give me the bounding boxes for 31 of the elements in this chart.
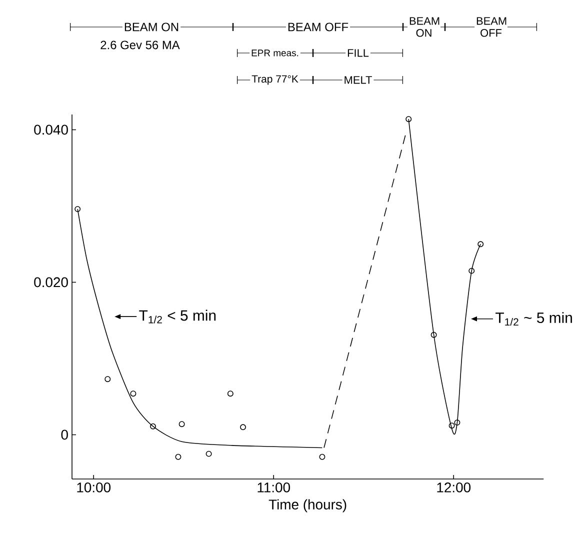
point <box>227 390 234 397</box>
text: 2.6 Gev 56 MA <box>100 40 180 50</box>
point <box>454 420 460 426</box>
text: Trap 77°K <box>252 75 298 85</box>
text: BEAM ON <box>124 22 178 32</box>
text: BEAM ON <box>410 17 440 37</box>
point <box>150 423 156 430</box>
point <box>178 421 185 428</box>
text: MELT <box>344 76 372 84</box>
point <box>468 268 475 274</box>
point <box>430 332 437 338</box>
x-tick-label: 11:00 <box>258 482 290 492</box>
y-tick-label: 0.020 <box>34 277 68 288</box>
point <box>104 376 111 382</box>
annotation: T$_{1/2}$ ~ 5 min <box>496 312 572 326</box>
point <box>175 454 182 460</box>
annotation: T$_{1/2}$ < 5 min <box>139 310 216 324</box>
point <box>240 424 246 430</box>
text: BEAM OFF <box>288 22 348 32</box>
x-tick-label: 12:00 <box>437 482 471 492</box>
point <box>319 454 326 460</box>
point <box>130 390 136 397</box>
y-tick-label: 0.040 <box>34 124 68 135</box>
text: EPR meas. <box>252 50 298 56</box>
point <box>448 422 455 429</box>
x-axis-title: Time (hours) <box>268 499 346 512</box>
x-tick-label: 10:00 <box>77 482 111 492</box>
y-tick-label: 0 <box>61 430 68 440</box>
text: FILL <box>348 49 369 57</box>
point <box>206 450 212 457</box>
text: BEAM OFF <box>476 17 506 37</box>
